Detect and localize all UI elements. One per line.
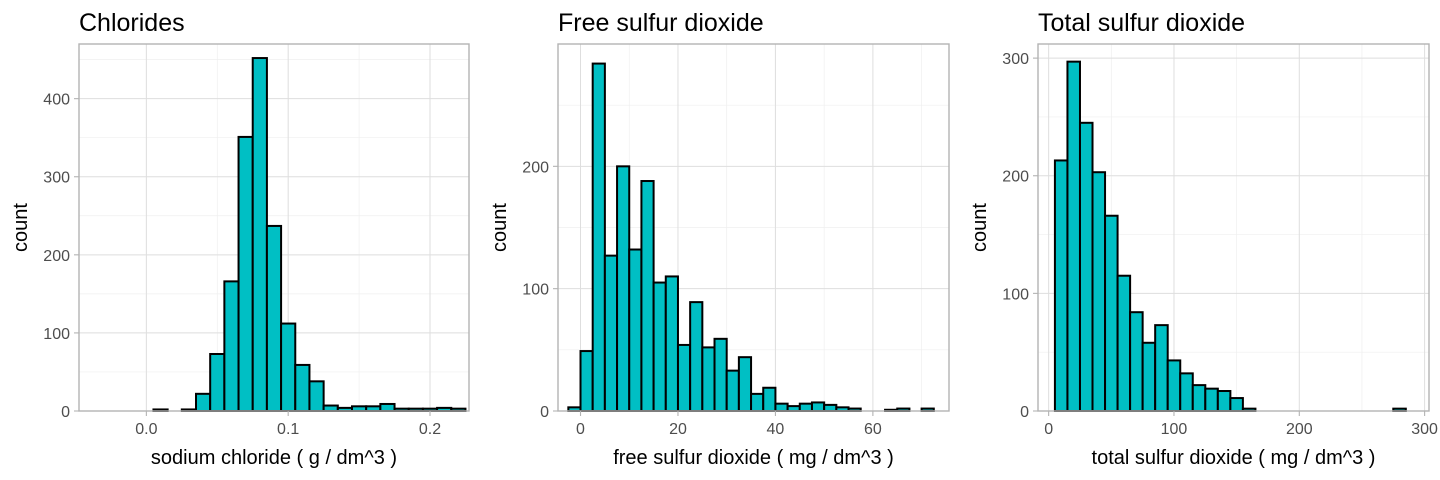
total-sulfur-dioxide-bar bbox=[1216, 390, 1232, 412]
total-sulfur-dioxide-bar bbox=[1229, 397, 1244, 412]
chlorides-bar bbox=[379, 402, 396, 413]
free-sulfur-dioxide-bar bbox=[628, 248, 643, 412]
free-sulfur-dioxide-bar bbox=[640, 180, 655, 412]
total-sulfur-dioxide-bar bbox=[1091, 171, 1107, 412]
free-sulfur-dioxide-x-tick-label: 20 bbox=[669, 421, 687, 438]
total-sulfur-dioxide-bar bbox=[1078, 121, 1094, 413]
chlorides-title: Chlorides bbox=[79, 9, 185, 37]
free-sulfur-dioxide-bar bbox=[786, 405, 801, 412]
free-sulfur-dioxide-bar bbox=[810, 401, 826, 413]
free-sulfur-dioxide-bars bbox=[567, 62, 935, 413]
free-sulfur-dioxide-y-tick-label: 100 bbox=[522, 282, 549, 299]
total-sulfur-dioxide-bar bbox=[1104, 214, 1119, 412]
total-sulfur-dioxide-y-tick-label: 0 bbox=[1020, 404, 1029, 421]
chlorides-y-tick-label: 300 bbox=[43, 170, 70, 187]
total-sulfur-dioxide-x-tick-label: 200 bbox=[1286, 421, 1313, 438]
chlorides-bar bbox=[251, 57, 268, 412]
total-sulfur-dioxide-bar bbox=[1166, 359, 1182, 412]
total-sulfur-dioxide-bar bbox=[1116, 274, 1132, 412]
free-sulfur-dioxide-bar bbox=[823, 403, 838, 412]
chlorides-bar bbox=[365, 405, 382, 412]
free-sulfur-dioxide-y-tick-label: 0 bbox=[540, 404, 549, 421]
free-sulfur-dioxide-bar bbox=[713, 337, 728, 412]
total-sulfur-dioxide-y-tick-label: 100 bbox=[1002, 286, 1029, 303]
chlorides-y-tick-label: 0 bbox=[61, 404, 70, 421]
chlorides-bar bbox=[308, 380, 325, 413]
total-sulfur-dioxide-bar bbox=[1154, 324, 1169, 412]
total-sulfur-dioxide-bar bbox=[1053, 159, 1069, 412]
total-sulfur-dioxide-y-tick-label: 300 bbox=[1002, 51, 1029, 68]
total-sulfur-dioxide-bar bbox=[1179, 372, 1194, 413]
chlorides-x-tick-label: 0.1 bbox=[277, 421, 299, 438]
total-sulfur-dioxide-bar bbox=[1191, 384, 1207, 412]
free-sulfur-dioxide-bar bbox=[579, 350, 594, 413]
free-sulfur-dioxide-bar bbox=[750, 392, 765, 412]
chlorides-bar bbox=[351, 405, 368, 412]
free-sulfur-dioxide-bar bbox=[603, 254, 619, 412]
chlorides-panel: Chlorides 0.0 0.1 0.2 0 100 200 300 400 sodium c… bbox=[10, 9, 470, 469]
chlorides-y-axis-title: count bbox=[10, 203, 32, 252]
free-sulfur-dioxide-bar bbox=[664, 275, 679, 412]
total-sulfur-dioxide-y-tick-label: 200 bbox=[1002, 169, 1029, 186]
total-sulfur-dioxide-panel: Total sulfur dioxide 0 100 200 300 0 100 200 30… bbox=[969, 9, 1438, 469]
chlorides-y-tick-label: 400 bbox=[43, 92, 70, 109]
chlorides-panel-border bbox=[78, 43, 470, 412]
free-sulfur-dioxide-bar bbox=[762, 386, 777, 412]
total-sulfur-dioxide-x-tick-label: 0 bbox=[1044, 421, 1053, 438]
total-sulfur-dioxide-panel-border bbox=[1037, 43, 1430, 412]
chlorides-bar bbox=[237, 135, 254, 413]
total-sulfur-dioxide-y-axis-title: count bbox=[969, 203, 991, 252]
free-sulfur-dioxide-panel: Free sulfur dioxide 0 20 40 60 0 100 200 free s… bbox=[489, 9, 950, 469]
chlorides-bar bbox=[322, 404, 339, 413]
total-sulfur-dioxide-x-tick-label: 300 bbox=[1411, 421, 1438, 438]
free-sulfur-dioxide-bar bbox=[689, 301, 704, 412]
chlorides-y-tick-label: 200 bbox=[43, 248, 70, 265]
free-sulfur-dioxide-x-tick-label: 0 bbox=[576, 421, 585, 438]
chlorides-bar bbox=[195, 392, 212, 413]
free-sulfur-dioxide-bar bbox=[725, 369, 740, 413]
total-sulfur-dioxide-x-tick-label: 100 bbox=[1161, 421, 1188, 438]
chlorides-bar bbox=[223, 280, 240, 412]
chlorides-bar bbox=[209, 352, 226, 412]
total-sulfur-dioxide-bar bbox=[1129, 311, 1144, 413]
chlorides-x-tick-label: 0.2 bbox=[419, 421, 441, 438]
total-sulfur-dioxide-grid bbox=[1038, 44, 1429, 412]
free-sulfur-dioxide-bar bbox=[774, 402, 789, 413]
chlorides-bars bbox=[152, 57, 467, 413]
total-sulfur-dioxide-bar bbox=[1141, 341, 1157, 412]
total-sulfur-dioxide-bar bbox=[1066, 60, 1081, 413]
free-sulfur-dioxide-x-tick-label: 40 bbox=[767, 421, 785, 438]
chlorides-x-axis-title: sodium chloride ( g / dm^3 ) bbox=[151, 447, 397, 469]
chlorides-bar bbox=[265, 224, 283, 412]
chlorides-y-tick-label: 100 bbox=[43, 326, 70, 343]
free-sulfur-dioxide-x-axis-title: free sulfur dioxide ( mg / dm^3 ) bbox=[613, 447, 894, 469]
free-sulfur-dioxide-title: Free sulfur dioxide bbox=[558, 9, 764, 37]
free-sulfur-dioxide-bar bbox=[616, 165, 631, 412]
free-sulfur-dioxide-bar bbox=[701, 346, 716, 412]
total-sulfur-dioxide-x-axis-title: total sulfur dioxide ( mg / dm^3 ) bbox=[1092, 447, 1376, 469]
free-sulfur-dioxide-panel-border bbox=[557, 43, 950, 412]
total-sulfur-dioxide-bar bbox=[1204, 387, 1219, 412]
free-sulfur-dioxide-bar bbox=[591, 62, 606, 412]
chlorides-bar bbox=[294, 363, 311, 412]
free-sulfur-dioxide-y-axis-title: count bbox=[489, 203, 511, 252]
chlorides-x-tick-label: 0.0 bbox=[135, 421, 157, 438]
total-sulfur-dioxide-title: Total sulfur dioxide bbox=[1038, 9, 1245, 37]
chlorides-bar bbox=[280, 322, 297, 412]
free-sulfur-dioxide-bar bbox=[798, 402, 813, 413]
free-sulfur-dioxide-bar bbox=[676, 343, 692, 412]
free-sulfur-dioxide-bar bbox=[652, 281, 667, 412]
total-sulfur-dioxide-bars bbox=[1053, 60, 1407, 413]
free-sulfur-dioxide-bar bbox=[737, 356, 753, 413]
free-sulfur-dioxide-x-tick-label: 60 bbox=[864, 421, 882, 438]
free-sulfur-dioxide-y-tick-label: 200 bbox=[522, 159, 549, 176]
